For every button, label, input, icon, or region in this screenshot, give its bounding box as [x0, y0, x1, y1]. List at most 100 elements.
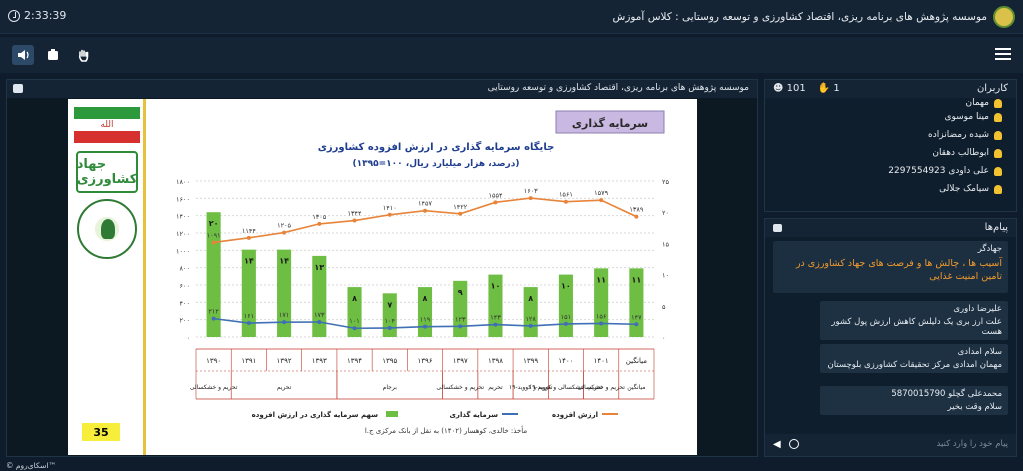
- chat-panel: پیام‌ها جهادگر آسیب ها ، چالش ها و فرصت ه…: [764, 218, 1017, 457]
- series-point: [528, 196, 533, 201]
- user-count: ☻ 101: [773, 83, 806, 94]
- point-label: ۱۶۱: [244, 312, 254, 320]
- bar: [594, 268, 609, 337]
- user-icon: [994, 130, 1002, 140]
- point-label: ۱۲۰۵: [277, 222, 291, 230]
- bar: [241, 249, 256, 337]
- bar: [523, 287, 538, 337]
- chat-message: علیرضا داوری علت ارز بری یک دلیلش کاهش ار…: [820, 301, 1008, 340]
- series-point: [563, 321, 568, 326]
- message-text: علت ارز بری یک دلیلش کاهش ارزش پول کشور …: [831, 317, 1002, 337]
- period-label: تحریم و خشکسالی: [577, 384, 625, 391]
- chat-input-bar[interactable]: ◀ پیام خود را وارد کنید: [765, 434, 1016, 456]
- shield-icon: [13, 84, 23, 93]
- jahad-logo-text: جهاد کشاورزی: [76, 157, 138, 187]
- message-sender: علیرضا داوری: [953, 304, 1002, 314]
- camera-icon[interactable]: [42, 45, 64, 65]
- user-item[interactable]: شیده رمضانزاده: [765, 126, 1010, 144]
- legend-swatch: [386, 411, 398, 417]
- point-label: ۱۷۳: [314, 311, 325, 319]
- point-label: ۱۵۱: [561, 313, 571, 321]
- users-panel: کاربران ☻ 101 ✋ 1 مهمان مینا موسوی شیده رم…: [764, 79, 1017, 212]
- series-point: [458, 324, 463, 329]
- menu-icon[interactable]: [995, 46, 1011, 62]
- left-tick-label: ۰: [187, 334, 191, 342]
- left-tick-label: ۴۰۰: [180, 299, 190, 307]
- bar: [558, 274, 573, 337]
- bar-value-label: ۱۴: [279, 257, 289, 266]
- series-point: [493, 322, 498, 327]
- clock-icon: [8, 9, 20, 22]
- point-label: ۲۱۲: [208, 308, 219, 316]
- bar-value-label: ۱۰: [561, 282, 571, 291]
- chat-header: پیام‌ها: [765, 219, 1016, 237]
- session-clock: 2:33:39: [8, 9, 66, 22]
- user-list[interactable]: مهمان مینا موسوی شیده رمضانزاده ابوطالب دهق…: [765, 98, 1016, 198]
- period-label: تحریم و خشکسالی: [436, 384, 484, 391]
- speaker-icon[interactable]: [12, 45, 34, 65]
- slide-badge: سرمایه گذاری: [572, 117, 648, 130]
- chat-icon: [773, 224, 782, 232]
- left-tick-label: ۶۰۰: [180, 282, 190, 290]
- series-point: [634, 214, 639, 219]
- category-label: ۱۳۹۱: [241, 357, 256, 365]
- investment-chart: سرمایه گذاری جایگاه سرمایه گذاری در ارزش…: [176, 110, 669, 435]
- user-name: ابوطالب دهقان: [932, 148, 989, 158]
- point-label: ۱۵۶۱: [559, 191, 573, 199]
- user-icon: [994, 166, 1002, 176]
- message-sender: جهادگر: [977, 244, 1002, 254]
- bar-value-label: ۱۳: [314, 263, 324, 272]
- period-label: تحریم و کووید-۱۹: [509, 384, 553, 391]
- series-point: [599, 198, 604, 203]
- presentation-title: موسسه پژوهش های برنامه ریزی، اقتصاد کشاو…: [487, 83, 749, 93]
- point-label: ۱۵۵۴: [488, 191, 502, 199]
- series-point: [387, 325, 392, 330]
- series-point: [493, 200, 498, 205]
- user-item[interactable]: مینا موسوی: [765, 108, 1010, 126]
- point-label: ۱۴۷: [631, 313, 642, 321]
- toolbar: [0, 37, 1023, 73]
- user-item[interactable]: علی داودی 2297554923: [765, 162, 1010, 180]
- badge-box: [555, 110, 665, 134]
- bar: [488, 274, 503, 337]
- bar-value-label: ۱۴: [244, 257, 254, 266]
- user-name: مینا موسوی: [944, 112, 989, 122]
- series-point: [423, 208, 427, 213]
- legend-label: ارزش افزوده: [552, 411, 598, 419]
- bar-value-label: ۱۰: [491, 282, 501, 291]
- chart-source: مأخذ: خالدی، کوهسار (۱۴۰۲) به نقل از بان…: [365, 425, 528, 435]
- right-tick-label: ۲۰: [662, 209, 669, 217]
- user-item[interactable]: مهمان: [765, 98, 1010, 108]
- user-name: علی داودی 2297554923: [888, 166, 989, 176]
- legend-label: سهم سرمایه گذاری در ارزش افزوده: [252, 410, 378, 419]
- slide-sidebar: الله جهاد کشاورزی 35: [68, 99, 146, 455]
- user-name: سیامک جلالی: [939, 184, 989, 194]
- presentation-panel: موسسه پژوهش های برنامه ریزی، اقتصاد کشاو…: [6, 79, 758, 457]
- left-tick-label: ۱۴۰۰: [176, 213, 190, 221]
- message-sender: محمدعلی گچلو 5870015790: [891, 389, 1002, 399]
- user-item[interactable]: سیامک جلالی: [765, 180, 1010, 198]
- series-point: [352, 326, 357, 331]
- point-label: ۱۰۱: [349, 317, 359, 325]
- hand-icon: ✋: [817, 83, 831, 94]
- emoji-icon[interactable]: [789, 439, 799, 449]
- message-sender: سلام امدادی: [957, 347, 1002, 357]
- point-label: ۱۲۸: [525, 315, 536, 323]
- left-tick-label: ۱۰۰۰: [176, 247, 190, 255]
- user-icon: [994, 98, 1002, 108]
- send-icon[interactable]: ◀: [773, 439, 781, 450]
- user-item[interactable]: ابوطالب دهقان: [765, 144, 1010, 162]
- bar: [347, 287, 362, 337]
- point-label: ۱۱۴۴: [242, 227, 256, 235]
- period-label: تحریم و خشکسالی: [190, 384, 238, 391]
- top-bar: 2:33:39 موسسه پژوهش های برنامه ریزی، اقت…: [0, 0, 1023, 34]
- bar-value-label: ۱۱: [596, 275, 606, 284]
- left-tick-label: ۱۲۰۰: [176, 230, 190, 238]
- chat-input[interactable]: پیام خود را وارد کنید: [936, 439, 1008, 449]
- period-label: برجام: [383, 384, 398, 391]
- raise-hand-icon[interactable]: [72, 45, 94, 65]
- bar: [382, 293, 397, 337]
- users-counts: ☻ 101 ✋ 1: [773, 83, 840, 94]
- point-label: ۱۵۷۹: [594, 189, 608, 197]
- right-tick-label: ۵: [662, 303, 666, 311]
